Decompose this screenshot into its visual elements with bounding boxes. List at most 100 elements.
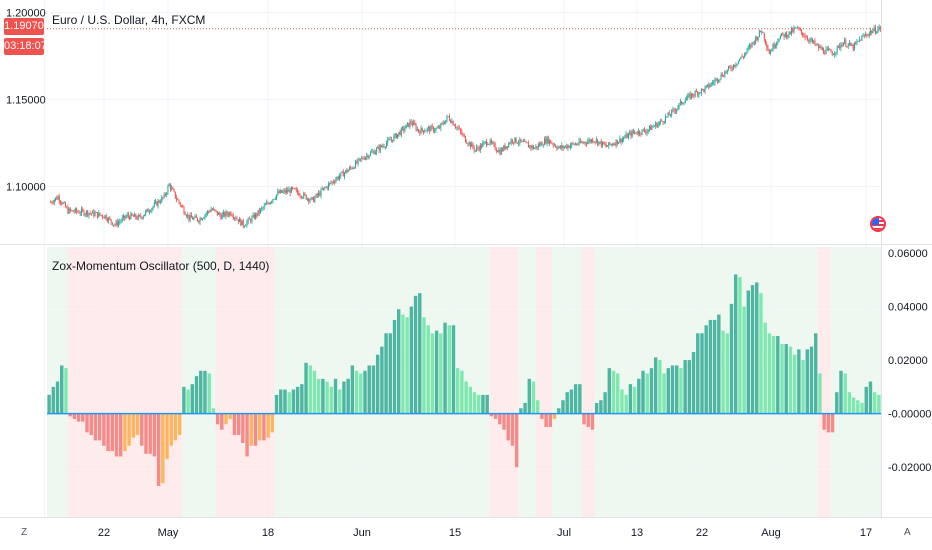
price-tick-label: 1.15000: [6, 95, 46, 107]
candle-body: [131, 213, 133, 216]
candle: [326, 185, 328, 191]
candle-body: [187, 214, 189, 217]
candle: [114, 223, 116, 227]
candle: [788, 31, 790, 39]
candle-body: [650, 125, 652, 130]
candle-body: [426, 128, 428, 131]
oscillator-bar: [590, 413, 595, 430]
candle-body: [805, 37, 807, 39]
oscillator-bar: [342, 381, 346, 414]
candle-body: [523, 141, 525, 142]
auto-scale-button[interactable]: A: [904, 527, 911, 538]
candle-body: [74, 208, 76, 212]
oscillator-bar: [519, 408, 523, 414]
oscillator-bar: [506, 413, 510, 441]
zoom-button[interactable]: Z: [21, 527, 28, 538]
candle: [795, 27, 797, 29]
candle: [397, 134, 399, 140]
oscillator-bar: [279, 389, 283, 414]
candle-body: [492, 142, 494, 144]
candle-body: [409, 121, 411, 127]
candle-body: [234, 217, 236, 219]
candle-body: [800, 29, 802, 33]
candle: [204, 213, 206, 221]
candle-body: [173, 189, 175, 192]
candle-body: [95, 212, 97, 214]
candle: [637, 128, 639, 137]
oscillator-bar: [733, 274, 738, 414]
candle: [210, 206, 212, 212]
candle-body: [479, 144, 481, 151]
candle-body: [78, 211, 80, 214]
candle-body: [861, 36, 863, 41]
oscillator-bar: [220, 413, 224, 430]
candle: [335, 176, 337, 184]
candle: [393, 133, 395, 142]
candle-body: [444, 123, 446, 125]
candle: [139, 214, 141, 217]
candle: [341, 170, 343, 173]
candle-body: [372, 151, 374, 152]
candle: [111, 222, 113, 226]
candle: [572, 141, 574, 145]
oscillator-bar: [620, 389, 624, 414]
candle: [330, 180, 332, 185]
oscillator-bar: [578, 384, 582, 414]
candle-body: [313, 197, 315, 202]
candle: [389, 136, 391, 141]
candle-body: [757, 36, 759, 40]
candle-body: [578, 140, 580, 145]
candle-body: [150, 211, 152, 212]
candle: [79, 210, 81, 217]
oscillator-bar: [691, 352, 696, 414]
candle-body: [171, 187, 173, 190]
candle: [513, 141, 515, 146]
candle: [143, 214, 145, 217]
candle: [127, 211, 129, 219]
candle: [569, 142, 571, 150]
candle: [205, 211, 207, 218]
candle-body: [398, 132, 400, 135]
candle: [584, 141, 586, 147]
candle: [93, 208, 95, 219]
candle-body: [655, 123, 657, 127]
candle-body: [651, 126, 653, 130]
candle: [847, 42, 849, 50]
us-flag-icon[interactable]: [870, 216, 886, 232]
candle-body: [418, 129, 420, 132]
candle: [115, 219, 117, 227]
oscillator-bar: [321, 378, 325, 414]
candle: [793, 25, 795, 34]
candle-body: [502, 148, 504, 151]
candle: [635, 132, 637, 135]
candle: [252, 212, 254, 218]
candle-body: [308, 198, 310, 202]
candle: [421, 127, 423, 133]
oscillator-bar: [102, 413, 106, 446]
candle: [225, 209, 227, 220]
oscillator-bar: [182, 386, 186, 414]
candle-body: [788, 31, 790, 36]
candle: [392, 139, 394, 143]
candle-body: [697, 91, 699, 96]
candle-body: [306, 198, 308, 200]
candle: [355, 160, 357, 169]
candle-body: [268, 203, 270, 205]
candle: [673, 107, 675, 114]
candle-body: [94, 213, 96, 216]
candle-body: [318, 192, 320, 196]
candle-body: [776, 42, 778, 46]
candle: [688, 92, 690, 98]
candle: [224, 211, 226, 218]
candle: [276, 194, 278, 201]
candle: [385, 140, 387, 149]
candle: [541, 141, 543, 146]
candle: [870, 27, 872, 36]
candle: [484, 140, 486, 145]
oscillator-bar: [161, 413, 165, 484]
candle-body: [446, 116, 448, 121]
candle: [363, 156, 365, 161]
candle-body: [656, 123, 658, 128]
oscillator-bar: [877, 394, 881, 414]
